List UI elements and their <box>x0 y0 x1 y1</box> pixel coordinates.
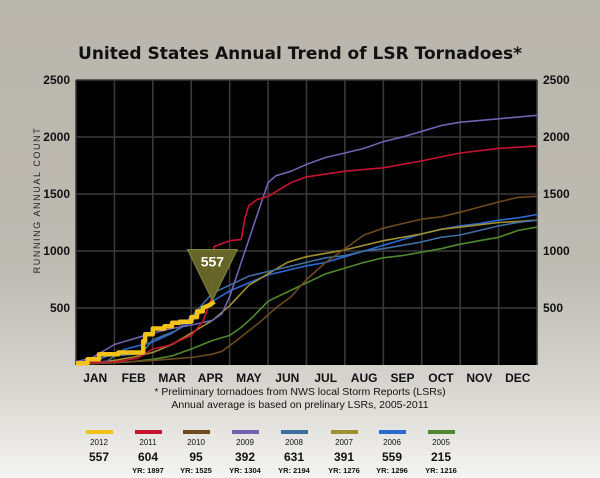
y-ticks-left: 500 1000 1500 2000 2500 <box>43 73 70 315</box>
series-line-2010 <box>75 195 538 366</box>
y-tick-label-right: 2500 <box>543 73 570 87</box>
legend-count: 559 <box>381 450 403 464</box>
legend-item-2006: 2006 559 YR: 1296 <box>362 430 422 475</box>
footnote-line-2: Annual average is based on prelinary LSR… <box>171 399 429 411</box>
legend-average: YR: 1304 <box>229 466 261 475</box>
series-line-2012 <box>76 299 216 366</box>
y-tick-label-left: 1500 <box>43 187 70 201</box>
x-tick-label: SEP <box>391 371 415 385</box>
legend-swatch <box>427 430 455 434</box>
x-tick-label: JUN <box>275 371 299 385</box>
legend-average: YR: 2194 <box>278 466 310 475</box>
y-tick-label-left: 2000 <box>43 130 70 144</box>
y-tick-label-right: 500 <box>543 301 563 315</box>
legend-average: YR: 1296 <box>376 466 408 475</box>
x-tick-label: JAN <box>83 371 107 385</box>
legend-item-2012: 2012 557 <box>69 430 129 466</box>
legend-swatch <box>134 430 162 434</box>
legend: 2012 557 2011 604 YR: 1897 2010 95 YR: 1525 2009… <box>0 430 600 478</box>
legend-year: 2011 <box>139 438 157 447</box>
legend-count: 391 <box>333 450 355 464</box>
series-lines <box>75 114 538 366</box>
x-tick-label: MAY <box>236 371 262 385</box>
legend-count: 95 <box>189 450 203 464</box>
legend-count: 557 <box>88 450 110 464</box>
x-tick-label: MAR <box>158 371 186 385</box>
callout-triangle <box>186 249 239 302</box>
x-tick-label: AUG <box>351 371 378 385</box>
y-tick-label-right: 1000 <box>543 244 570 258</box>
y-axis-label: RUNNING ANNUAL COUNT <box>32 127 42 274</box>
legend-item-2007: 2007 391 YR: 1276 <box>314 430 374 475</box>
x-tick-label: DEC <box>505 371 531 385</box>
legend-swatch <box>280 430 308 434</box>
legend-average: YR: 1276 <box>328 466 360 475</box>
x-tick-label: APR <box>198 371 224 385</box>
legend-count: 392 <box>234 450 256 464</box>
legend-average: YR: 1525 <box>180 466 212 475</box>
y-tick-label-left: 500 <box>50 301 70 315</box>
legend-year: 2006 <box>383 438 401 447</box>
legend-count: 215 <box>430 450 452 464</box>
legend-average: YR: 1897 <box>132 466 164 475</box>
footnote: * Preliminary tornadoes from NWS local S… <box>150 386 450 412</box>
x-tick-label: NOV <box>466 371 492 385</box>
legend-item-2010: 2010 95 YR: 1525 <box>166 430 226 475</box>
grid-lines <box>75 79 538 365</box>
legend-year: 2007 <box>335 438 353 447</box>
legend-year: 2009 <box>236 438 254 447</box>
series-line-2011 <box>75 145 538 364</box>
series-line-2009 <box>75 114 538 363</box>
callout-marker: 557 <box>186 249 239 302</box>
chart-title: United States Annual Trend of LSR Tornad… <box>78 44 522 64</box>
legend-count: 604 <box>137 450 159 464</box>
footnote-line-1: * Preliminary tornadoes from NWS local S… <box>154 386 446 398</box>
legend-year: 2010 <box>187 438 205 447</box>
legend-year: 2012 <box>90 438 108 447</box>
legend-item-2008: 2008 631 YR: 2194 <box>264 430 324 475</box>
legend-item-2005: 2005 215 YR: 1216 <box>411 430 471 475</box>
x-tick-label: JUL <box>314 371 337 385</box>
legend-swatch <box>182 430 210 434</box>
y-tick-label-left: 1000 <box>43 244 70 258</box>
series-line-2005 <box>75 226 538 365</box>
x-tick-label: FEB <box>122 371 146 385</box>
legend-swatch <box>231 430 259 434</box>
callout-value: 557 <box>201 254 225 270</box>
legend-swatch <box>378 430 406 434</box>
y-tick-label-left: 2500 <box>43 73 70 87</box>
y-tick-label-right: 2000 <box>543 130 570 144</box>
y-tick-label-right: 1500 <box>543 187 570 201</box>
x-ticks: JAN FEB MAR APR MAY JUN JUL AUG SEP OCT NOV DEC <box>83 371 531 385</box>
legend-count: 631 <box>283 450 305 464</box>
x-tick-label: OCT <box>428 371 454 385</box>
legend-item-2011: 2011 604 YR: 1897 <box>118 430 178 475</box>
series-line-2006 <box>75 213 538 364</box>
y-ticks-right: 500 1000 1500 2000 2500 <box>543 73 570 315</box>
series-line-2008 <box>75 219 538 365</box>
legend-average: YR: 1216 <box>425 466 457 475</box>
legend-swatch <box>85 430 113 434</box>
legend-year: 2008 <box>285 438 303 447</box>
legend-swatch <box>330 430 358 434</box>
legend-item-2009: 2009 392 YR: 1304 <box>215 430 275 475</box>
legend-year: 2005 <box>432 438 450 447</box>
